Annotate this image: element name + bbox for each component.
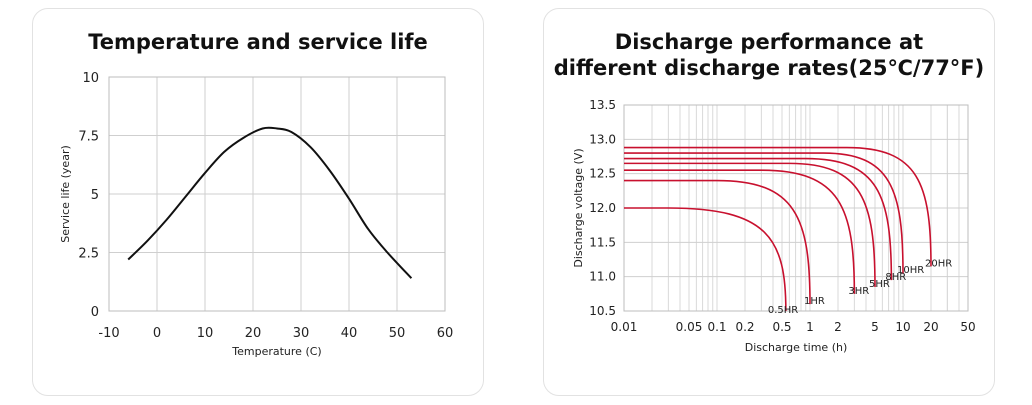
discharge-curve-10hr (624, 152, 904, 274)
discharge-x-tick-label: 2 (834, 320, 842, 334)
discharge-y-tick-label: 11.5 (589, 235, 616, 249)
discharge-y-axis-label: Discharge voltage (V) (572, 148, 585, 267)
discharge-curve-label: 10HR (897, 265, 924, 276)
discharge-x-tick-label: 0.1 (707, 320, 726, 334)
temperature-chart: -10 0 10 20 30 40 50 60 0 2.5 5 7.5 10 Temperature (C… (59, 71, 454, 358)
discharge-y-tick-label: 10.5 (589, 304, 616, 318)
discharge-curve-label: 1HR (804, 296, 825, 307)
temperature-x-tick-label: 20 (245, 326, 262, 341)
temperature-x-tick-label: 50 (389, 326, 406, 341)
discharge-title-line-2: different discharge rates(25℃/77°F) (553, 56, 985, 80)
discharge-title-line-1: Discharge performance at (614, 30, 924, 54)
temperature-y-tick-label: 5 (91, 188, 99, 203)
temperature-x-tick-label: 30 (293, 326, 310, 341)
discharge-curve-5hr (624, 162, 876, 287)
discharge-curve-1hr (624, 179, 811, 305)
temperature-x-tick-label: -10 (98, 326, 119, 341)
discharge-curve-label: 3HR (848, 286, 869, 297)
discharge-curve-label: 5HR (869, 279, 890, 290)
discharge-curve-label: 0.5HR (768, 305, 798, 316)
temperature-chart-title: Temperature and service life (88, 30, 428, 54)
temperature-x-tick-label: 10 (197, 326, 214, 341)
temperature-y-tick-label: 7.5 (78, 130, 99, 145)
discharge-x-tick-label: 5 (871, 320, 879, 334)
temperature-y-tick-label: 0 (91, 305, 99, 320)
discharge-x-tick-label: 0.01 (611, 320, 638, 334)
temperature-plot-frame (108, 76, 446, 312)
discharge-x-axis-label: Discharge time (h) (745, 341, 848, 354)
temperature-y-tick-label: 2.5 (78, 247, 99, 262)
temperature-y-tick-label: 10 (82, 71, 99, 86)
discharge-x-tick-label: 0.5 (772, 320, 791, 334)
discharge-x-tick-label: 0.2 (735, 320, 754, 334)
discharge-x-tick-label: 20 (923, 320, 938, 334)
discharge-curve-label: 8HR (885, 272, 906, 283)
temperature-x-tick-label: 0 (153, 326, 161, 341)
discharge-curve-8hr (624, 157, 893, 281)
discharge-curve-0.5hr (624, 207, 787, 312)
temperature-x-tick-label: 60 (437, 326, 454, 341)
temperature-x-axis-label: Temperature (C) (231, 345, 321, 358)
discharge-x-tick-label: 50 (960, 320, 975, 334)
discharge-chart-title: Discharge performance at different disch… (544, 29, 994, 81)
discharge-chart-card: Discharge performance at different disch… (543, 8, 995, 396)
temperature-chart-card: Temperature and service life -10 0 10 20 30 4… (32, 8, 484, 396)
discharge-curve-label: 20HR (925, 258, 952, 269)
temperature-x-tick-label: 40 (341, 326, 358, 341)
discharge-x-tick-label: 0.05 (676, 320, 703, 334)
discharge-y-tick-label: 11.0 (589, 270, 616, 284)
temperature-y-axis-label: Service life (year) (59, 145, 72, 243)
service-life-line (127, 126, 413, 279)
discharge-y-tick-label: 12.0 (589, 201, 616, 215)
discharge-y-tick-label: 13.5 (589, 98, 616, 112)
discharge-x-tick-label: 10 (895, 320, 910, 334)
discharge-curve-3hr (624, 169, 856, 294)
discharge-x-tick-label: 1 (806, 320, 814, 334)
discharge-chart: 0.01 0.05 0.1 0.2 0.5 1 2 5 10 20 50 10.5 11.0 11.5 12… (572, 98, 976, 354)
discharge-y-tick-label: 13.0 (589, 132, 616, 146)
discharge-curve-20hr (624, 146, 932, 267)
discharge-y-tick-label: 12.5 (589, 167, 616, 181)
temperature-grid (108, 76, 446, 312)
